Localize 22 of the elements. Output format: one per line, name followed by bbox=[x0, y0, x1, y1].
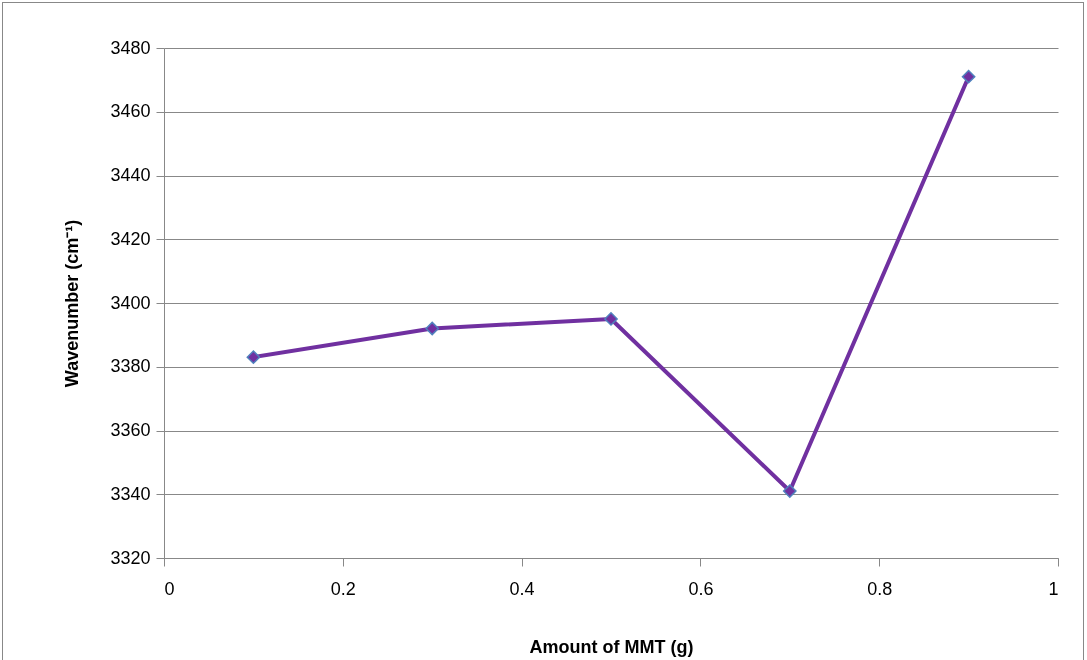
y-tick-label: 3360 bbox=[110, 420, 151, 440]
y-axis-title: Wavenumber (cm⁻¹) bbox=[62, 219, 83, 388]
point bbox=[782, 484, 797, 498]
y-tick-label: 3320 bbox=[110, 547, 151, 568]
x-axis-title: Amount of MMT (g) bbox=[529, 636, 694, 657]
point bbox=[961, 69, 976, 84]
y-tick-label: 3340 bbox=[110, 483, 151, 504]
y-tick-label: 3380 bbox=[110, 356, 151, 377]
point bbox=[425, 321, 440, 336]
y-tick-label: 3400 bbox=[110, 292, 151, 313]
x-tick-label: 0 bbox=[164, 578, 175, 599]
x-tick-label: 0.8 bbox=[867, 578, 893, 599]
x-tick-label: 1 bbox=[1048, 578, 1059, 599]
point bbox=[604, 312, 618, 326]
x-tick-label: 0.2 bbox=[330, 578, 356, 599]
y-tick-label: 3440 bbox=[110, 165, 151, 185]
x-tick-label: 0.4 bbox=[509, 578, 535, 599]
point bbox=[246, 350, 261, 365]
y-tick-label: 3420 bbox=[110, 228, 151, 249]
y-tick-label: 3480 bbox=[110, 37, 151, 58]
x-tick-label: 0.6 bbox=[688, 578, 714, 599]
y-tick-label: 3460 bbox=[110, 101, 151, 122]
